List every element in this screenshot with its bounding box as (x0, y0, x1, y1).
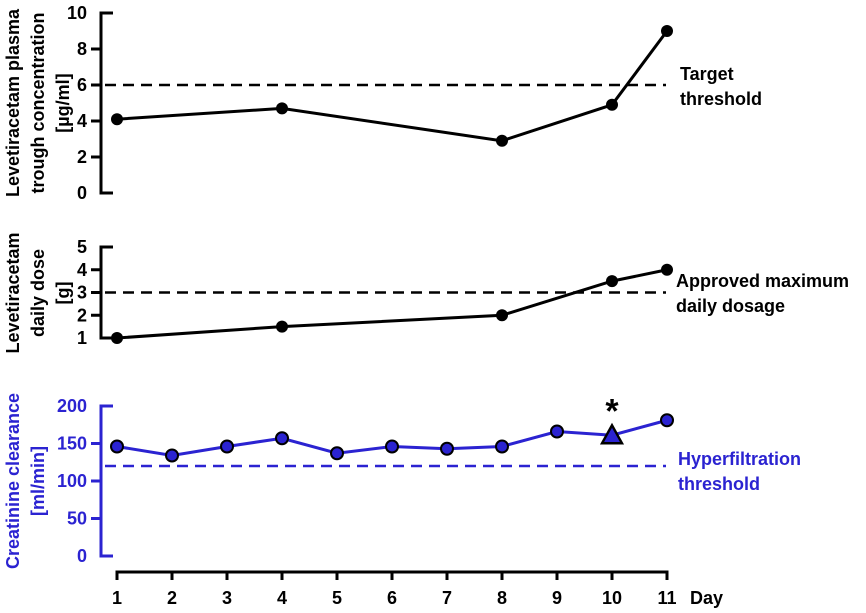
data-point-creatinine-clearance-day-5 (330, 446, 344, 461)
x-tick-label: 1 (112, 588, 122, 608)
data-point-creatinine-clearance-day-8 (495, 439, 509, 454)
y-tick-label-creatinine-clearance: 50 (67, 509, 87, 529)
x-tick-label: 8 (497, 588, 507, 608)
data-point-daily-dose-day-8 (496, 309, 508, 322)
y-tick-label-creatinine-clearance: 150 (57, 434, 87, 454)
y-axis-title-line-daily-dose: [g] (53, 282, 73, 305)
y-tick-label-daily-dose: 3 (77, 283, 87, 303)
data-point-daily-dose-day-11 (661, 263, 673, 276)
x-tick-label: 2 (167, 588, 177, 608)
data-point-plasma-trough-concentration-day-8 (496, 134, 508, 147)
data-point-plasma-trough-concentration-day-10 (606, 98, 618, 111)
y-axis-title-line-plasma-trough-concentration: Levetiracetam plasma (3, 8, 23, 197)
y-axis-title-line-creatinine-clearance: [ml/min] (28, 446, 48, 516)
approved-maximum-label-line2: daily dosage (676, 296, 786, 316)
y-axis-title-line-plasma-trough-concentration: [µg/ml] (53, 73, 73, 132)
x-axis-title: Day (690, 588, 724, 608)
data-point-daily-dose-day-4 (276, 320, 288, 333)
data-point-creatinine-clearance-day-7 (440, 441, 454, 456)
hyperfiltration-label-line2: threshold (678, 474, 761, 494)
x-tick-label: 11 (657, 588, 676, 608)
y-tick-label-plasma-trough-concentration: 0 (77, 183, 87, 203)
x-tick-label: 10 (602, 588, 622, 608)
asterisk-annotation: * (605, 392, 619, 430)
data-point-creatinine-clearance-day-9 (550, 424, 564, 439)
y-tick-label-plasma-trough-concentration: 10 (67, 3, 87, 23)
x-tick-label: 3 (222, 588, 232, 608)
x-tick-label: 4 (277, 588, 287, 608)
approved-maximum-label-line1: Approved maximum (676, 271, 850, 291)
data-point-creatinine-clearance-day-4 (275, 431, 289, 446)
y-axis-plasma-trough-concentration (99, 11, 113, 195)
approved-maximum-label: Approved maximum daily dosage (676, 269, 849, 319)
y-tick-label-plasma-trough-concentration: 8 (77, 39, 87, 59)
data-point-creatinine-clearance-day-3 (220, 439, 234, 454)
x-tick-label: 5 (332, 588, 342, 608)
target-threshold-label-line2: threshold (680, 89, 763, 109)
y-tick-label-plasma-trough-concentration: 6 (77, 75, 87, 95)
y-axis-title-line-daily-dose: daily dose (28, 249, 48, 337)
y-axis-title-line-daily-dose: Levetiracetam (3, 232, 23, 353)
y-tick-label-daily-dose: 1 (77, 328, 87, 348)
y-tick-label-daily-dose: 4 (77, 260, 87, 280)
y-tick-label-daily-dose: 5 (77, 237, 87, 257)
y-axis-title-line-creatinine-clearance: Creatinine clearance (3, 393, 23, 569)
y-tick-label-daily-dose: 2 (77, 305, 87, 325)
y-tick-label-plasma-trough-concentration: 2 (77, 147, 87, 167)
x-tick-label: 7 (442, 588, 452, 608)
data-point-creatinine-clearance-day-2 (165, 448, 179, 463)
y-tick-label-creatinine-clearance: 200 (57, 396, 87, 416)
data-point-plasma-trough-concentration-day-11 (661, 25, 673, 37)
target-threshold-label-line1: Target (680, 64, 734, 84)
data-point-daily-dose-day-10 (606, 275, 618, 288)
y-axis-creatinine-clearance (99, 404, 113, 558)
data-point-creatinine-clearance-day-1 (110, 439, 124, 454)
y-tick-label-creatinine-clearance: 100 (57, 471, 87, 491)
series-line-daily-dose (116, 268, 668, 340)
x-tick-label: 6 (387, 588, 397, 608)
data-point-creatinine-clearance-day-11 (660, 413, 674, 428)
data-point-daily-dose-day-1 (111, 332, 123, 344)
y-tick-label-creatinine-clearance: 0 (77, 546, 87, 566)
special-marker-triangle (599, 422, 625, 445)
y-axis-title-line-plasma-trough-concentration: trough concentration (28, 13, 48, 194)
hyperfiltration-threshold-label: Hyperfiltration threshold (678, 447, 801, 497)
hyperfiltration-label-line1: Hyperfiltration (678, 449, 802, 469)
data-point-creatinine-clearance-day-6 (385, 439, 399, 454)
target-threshold-label: Target threshold (680, 62, 762, 112)
data-point-plasma-trough-concentration-day-1 (111, 113, 123, 126)
x-tick-label: 9 (552, 588, 562, 608)
data-point-plasma-trough-concentration-day-4 (276, 102, 288, 115)
y-tick-label-plasma-trough-concentration: 4 (77, 111, 87, 131)
